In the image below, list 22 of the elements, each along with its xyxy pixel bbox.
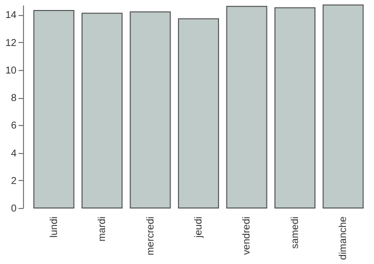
bar: [322, 4, 364, 208]
bar: [130, 11, 171, 208]
x-tick-label: jeudi: [194, 216, 204, 239]
bar: [226, 6, 268, 208]
bar: [274, 7, 316, 208]
y-tick-label: 0: [10, 204, 17, 214]
bar: [33, 10, 74, 208]
bar: [178, 18, 220, 208]
y-tick-label: 2: [10, 176, 17, 187]
x-tick-label: samedi: [290, 216, 301, 249]
y-tick-label: 4: [10, 148, 17, 160]
y-tick-label: 10: [5, 65, 17, 76]
x-tick-label: vendredi: [242, 216, 253, 255]
x-tick-label: mardi: [97, 216, 108, 242]
bar: [82, 12, 123, 208]
y-tick-label: 6: [10, 120, 17, 132]
x-tick-label: lundi: [48, 216, 60, 238]
x-tick-label: dimanche: [338, 216, 350, 260]
x-tick-label: mercredi: [145, 216, 156, 256]
y-tick-label: 12: [5, 38, 17, 49]
y-tick-label: 8: [10, 93, 17, 104]
y-tick-label: 14: [5, 10, 17, 22]
